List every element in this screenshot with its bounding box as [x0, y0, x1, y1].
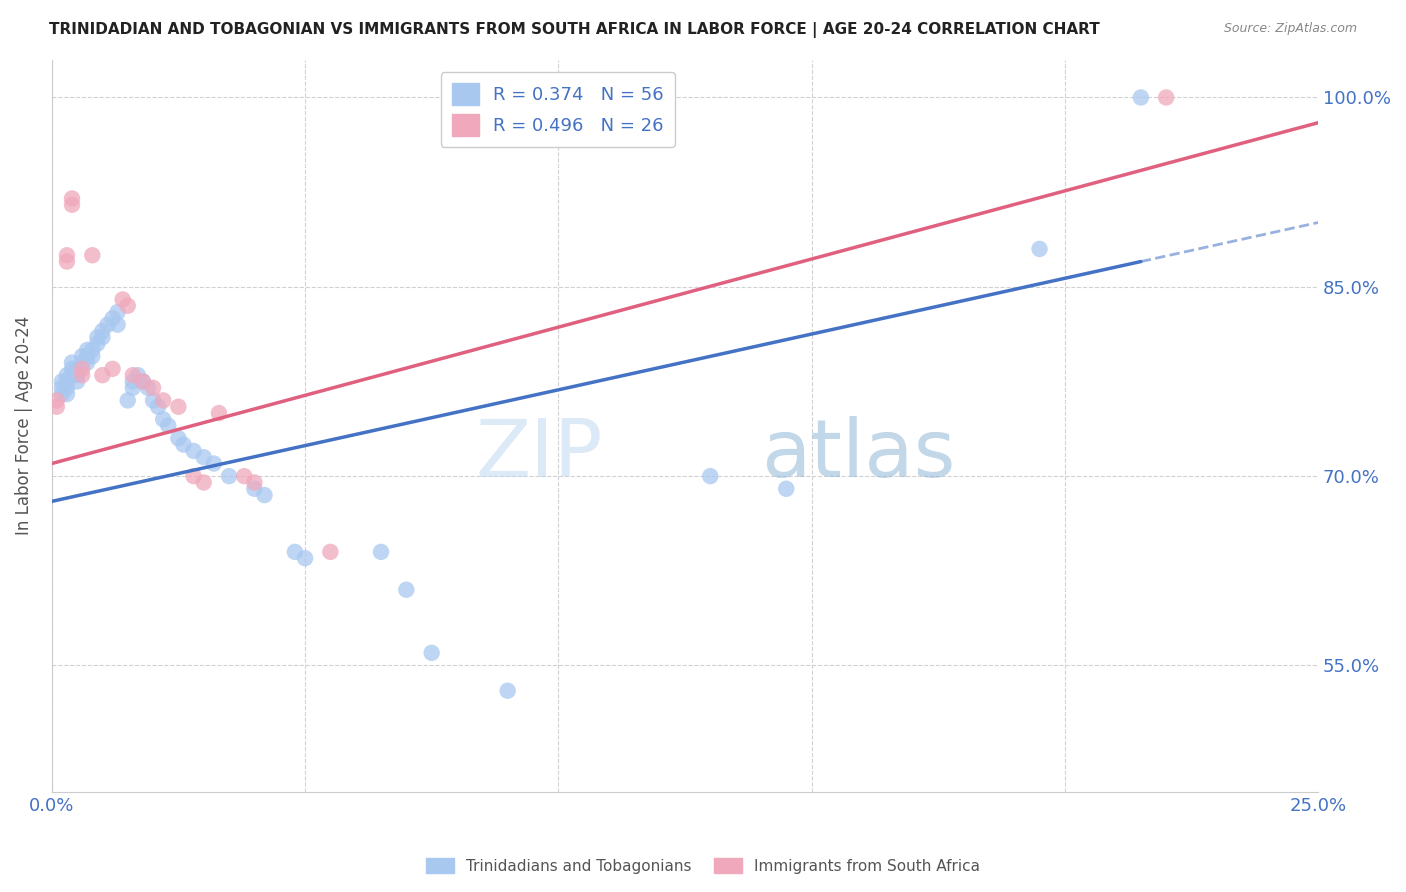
- Point: [60, 368, 83, 383]
- Point: [70, 368, 93, 383]
- Point: [152, 393, 174, 408]
- Point: [1154, 90, 1177, 104]
- Point: [319, 545, 342, 559]
- Point: [82, 349, 104, 363]
- Point: [420, 646, 443, 660]
- Point: [202, 457, 225, 471]
- Point: [86, 336, 108, 351]
- Point: [193, 450, 215, 465]
- Point: [70, 362, 93, 376]
- Point: [121, 375, 143, 389]
- Legend: R = 0.374   N = 56, R = 0.496   N = 26: R = 0.374 N = 56, R = 0.496 N = 26: [440, 72, 675, 147]
- Point: [51, 381, 73, 395]
- Point: [218, 469, 240, 483]
- Point: [142, 381, 165, 395]
- Text: atlas: atlas: [761, 416, 955, 494]
- Point: [101, 362, 124, 376]
- Point: [253, 488, 276, 502]
- Point: [45, 393, 67, 408]
- Point: [56, 387, 79, 401]
- Point: [146, 400, 169, 414]
- Text: ZIP: ZIP: [475, 416, 603, 494]
- Point: [66, 375, 89, 389]
- Point: [121, 381, 143, 395]
- Y-axis label: In Labor Force | Age 20-24: In Labor Force | Age 20-24: [15, 316, 32, 535]
- Point: [370, 545, 392, 559]
- Point: [284, 545, 307, 559]
- Point: [167, 431, 190, 445]
- Legend: Trinidadians and Tobagonians, Immigrants from South Africa: Trinidadians and Tobagonians, Immigrants…: [420, 852, 986, 880]
- Point: [82, 248, 104, 262]
- Point: [70, 349, 93, 363]
- Point: [132, 375, 155, 389]
- Point: [208, 406, 231, 420]
- Point: [56, 368, 79, 383]
- Point: [127, 368, 149, 383]
- Point: [82, 343, 104, 357]
- Point: [152, 412, 174, 426]
- Point: [60, 362, 83, 376]
- Point: [699, 469, 721, 483]
- Point: [91, 324, 114, 338]
- Point: [547, 90, 569, 104]
- Point: [117, 299, 139, 313]
- Point: [132, 375, 155, 389]
- Point: [76, 349, 98, 363]
- Point: [233, 469, 256, 483]
- Point: [1129, 90, 1152, 104]
- Point: [243, 475, 266, 490]
- Point: [60, 198, 83, 212]
- Point: [66, 368, 89, 383]
- Point: [183, 469, 205, 483]
- Point: [60, 355, 83, 369]
- Point: [107, 318, 129, 332]
- Point: [86, 330, 108, 344]
- Point: [76, 343, 98, 357]
- Point: [60, 191, 83, 205]
- Point: [51, 387, 73, 401]
- Point: [107, 305, 129, 319]
- Point: [101, 311, 124, 326]
- Point: [496, 683, 519, 698]
- Point: [96, 318, 118, 332]
- Point: [167, 400, 190, 414]
- Point: [157, 418, 180, 433]
- Point: [1028, 242, 1050, 256]
- Point: [193, 475, 215, 490]
- Point: [56, 254, 79, 268]
- Point: [76, 355, 98, 369]
- Point: [142, 393, 165, 408]
- Point: [91, 368, 114, 383]
- Point: [243, 482, 266, 496]
- Point: [56, 248, 79, 262]
- Point: [56, 375, 79, 389]
- Point: [136, 381, 159, 395]
- Point: [121, 368, 143, 383]
- Text: TRINIDADIAN AND TOBAGONIAN VS IMMIGRANTS FROM SOUTH AFRICA IN LABOR FORCE | AGE : TRINIDADIAN AND TOBAGONIAN VS IMMIGRANTS…: [49, 22, 1099, 38]
- Point: [51, 375, 73, 389]
- Text: Source: ZipAtlas.com: Source: ZipAtlas.com: [1223, 22, 1357, 36]
- Point: [172, 437, 194, 451]
- Point: [183, 443, 205, 458]
- Point: [56, 381, 79, 395]
- Point: [395, 582, 418, 597]
- Point: [117, 393, 139, 408]
- Point: [111, 293, 134, 307]
- Point: [91, 330, 114, 344]
- Point: [294, 551, 316, 566]
- Point: [66, 362, 89, 376]
- Point: [45, 400, 67, 414]
- Point: [775, 482, 797, 496]
- Point: [70, 355, 93, 369]
